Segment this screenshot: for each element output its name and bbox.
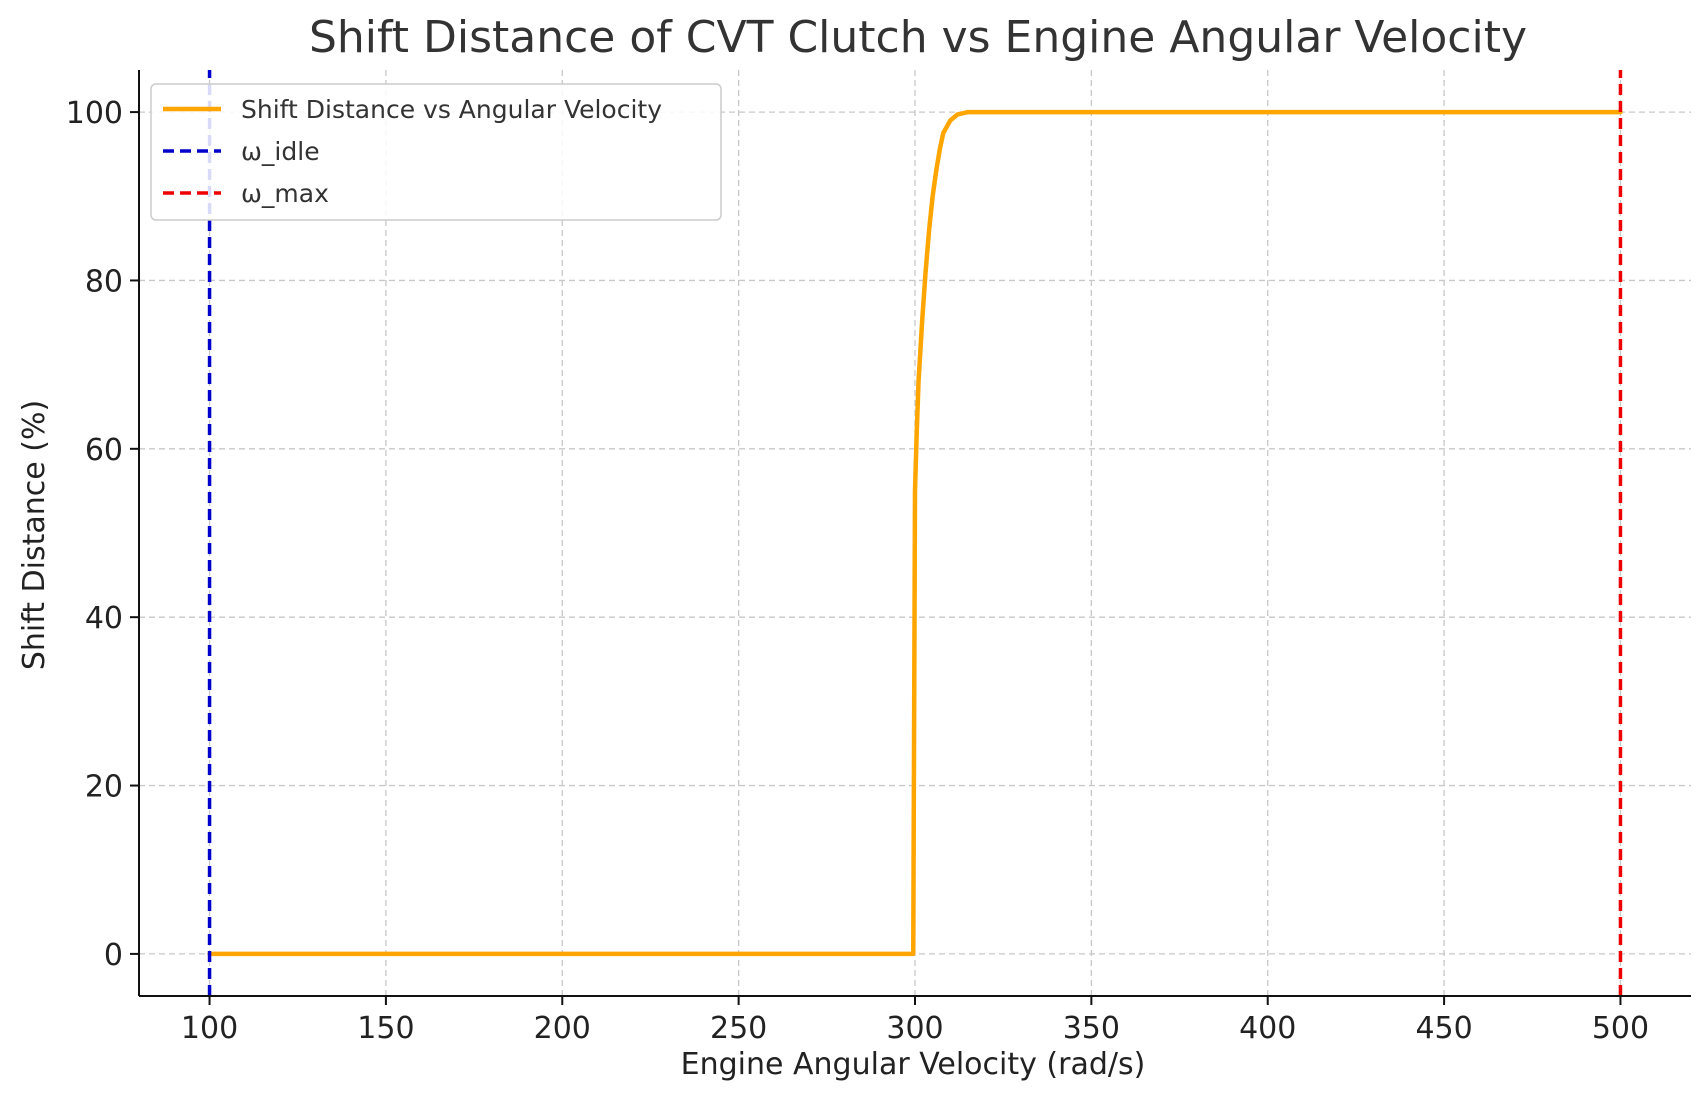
y-tick-label: 100 [66, 96, 123, 131]
x-tick-label: 350 [1063, 1011, 1120, 1046]
legend-box [150, 83, 722, 221]
axis-ticks: 100 150 200 250 300 350 400 450 500 0 20 40 60 80 100 [66, 96, 1649, 1046]
x-tick-label: 400 [1239, 1011, 1296, 1046]
x-tick-label: 150 [357, 1011, 414, 1046]
legend-label: Shift Distance vs Angular Velocity [241, 95, 662, 124]
y-tick-label: 80 [85, 264, 123, 299]
x-tick-label: 200 [534, 1011, 591, 1046]
y-tick-label: 40 [85, 601, 123, 636]
x-tick-label: 500 [1592, 1011, 1649, 1046]
x-axis-label: Engine Angular Velocity (rad/s) [681, 1047, 1146, 1082]
legend-label: ω_max [241, 179, 329, 208]
chart-title: Shift Distance of CVT Clutch vs Engine A… [309, 12, 1527, 63]
y-tick-label: 20 [85, 770, 123, 805]
legend-label: ω_idle [241, 137, 320, 166]
x-tick-label: 250 [710, 1011, 767, 1046]
y-axis-label: Shift Distance (%) [17, 400, 52, 670]
y-tick-label: 0 [104, 938, 123, 973]
x-tick-label: 450 [1415, 1011, 1472, 1046]
x-tick-label: 300 [886, 1011, 943, 1046]
series-lines [207, 70, 1623, 996]
series-line-0 [207, 109, 1623, 957]
legend: Shift Distance vs Angular Velocity ω_idle… [150, 83, 722, 221]
y-tick-label: 60 [85, 433, 123, 468]
x-tick-label: 100 [181, 1011, 238, 1046]
